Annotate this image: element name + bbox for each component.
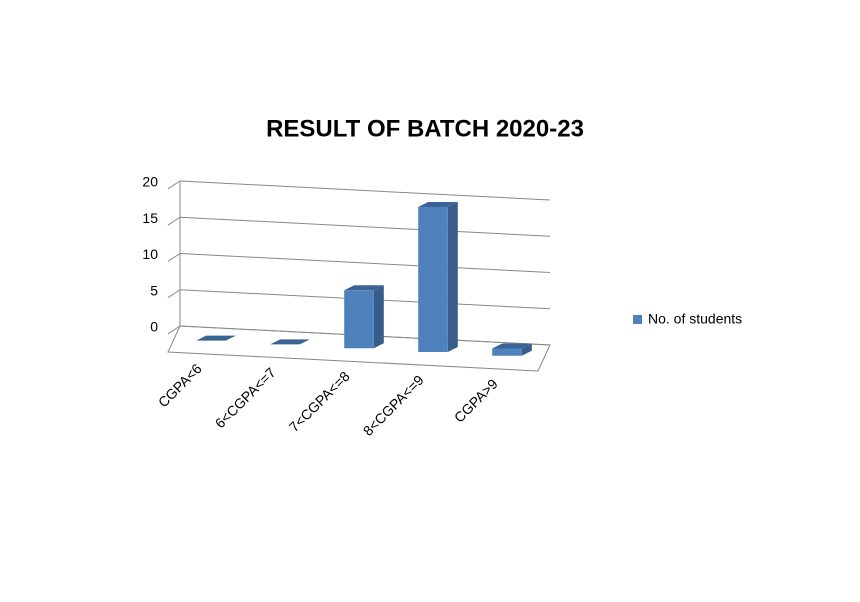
x-tick-label: CGPA>9: [451, 376, 501, 426]
grid-line: [179, 253, 551, 273]
bar: [418, 201, 458, 352]
bar-top: [418, 201, 458, 207]
bar-top: [196, 335, 236, 341]
chart-title: RESULT OF BATCH 2020-23: [266, 115, 584, 142]
bar-top: [344, 285, 384, 291]
y-tick: [167, 289, 181, 298]
legend-label: No. of students: [648, 311, 742, 327]
y-tick-label: 10: [142, 246, 158, 262]
y-tick-label: 20: [142, 174, 158, 190]
bar-side: [373, 285, 384, 349]
y-tick: [167, 180, 181, 190]
x-tick-label: 6<CGPA<=7: [212, 364, 279, 431]
y-tick-label: 15: [142, 210, 158, 226]
bar: [270, 339, 310, 345]
x-tick-label: 8<CGPA<=9: [360, 372, 427, 439]
y-tick: [167, 253, 181, 262]
bar-top: [270, 339, 310, 345]
bar-front: [418, 206, 448, 352]
y-tick-label: 5: [150, 282, 158, 298]
bar: [344, 285, 384, 349]
bar: [196, 335, 236, 341]
bar-front: [492, 348, 522, 356]
y-tick-label: 0: [150, 319, 158, 335]
bar-side: [447, 201, 458, 352]
y-tick: [167, 325, 181, 335]
bar: [492, 343, 532, 356]
grid-line: [179, 216, 551, 237]
bar-front: [344, 290, 374, 349]
x-tick-label: 7<CGPA<=8: [286, 368, 353, 435]
bar-top: [492, 343, 532, 349]
legend-swatch: [633, 315, 642, 324]
x-tick-label: CGPA<6: [155, 360, 205, 410]
bar-side: [521, 343, 532, 356]
y-tick: [167, 216, 181, 226]
grid-line: [179, 180, 551, 201]
